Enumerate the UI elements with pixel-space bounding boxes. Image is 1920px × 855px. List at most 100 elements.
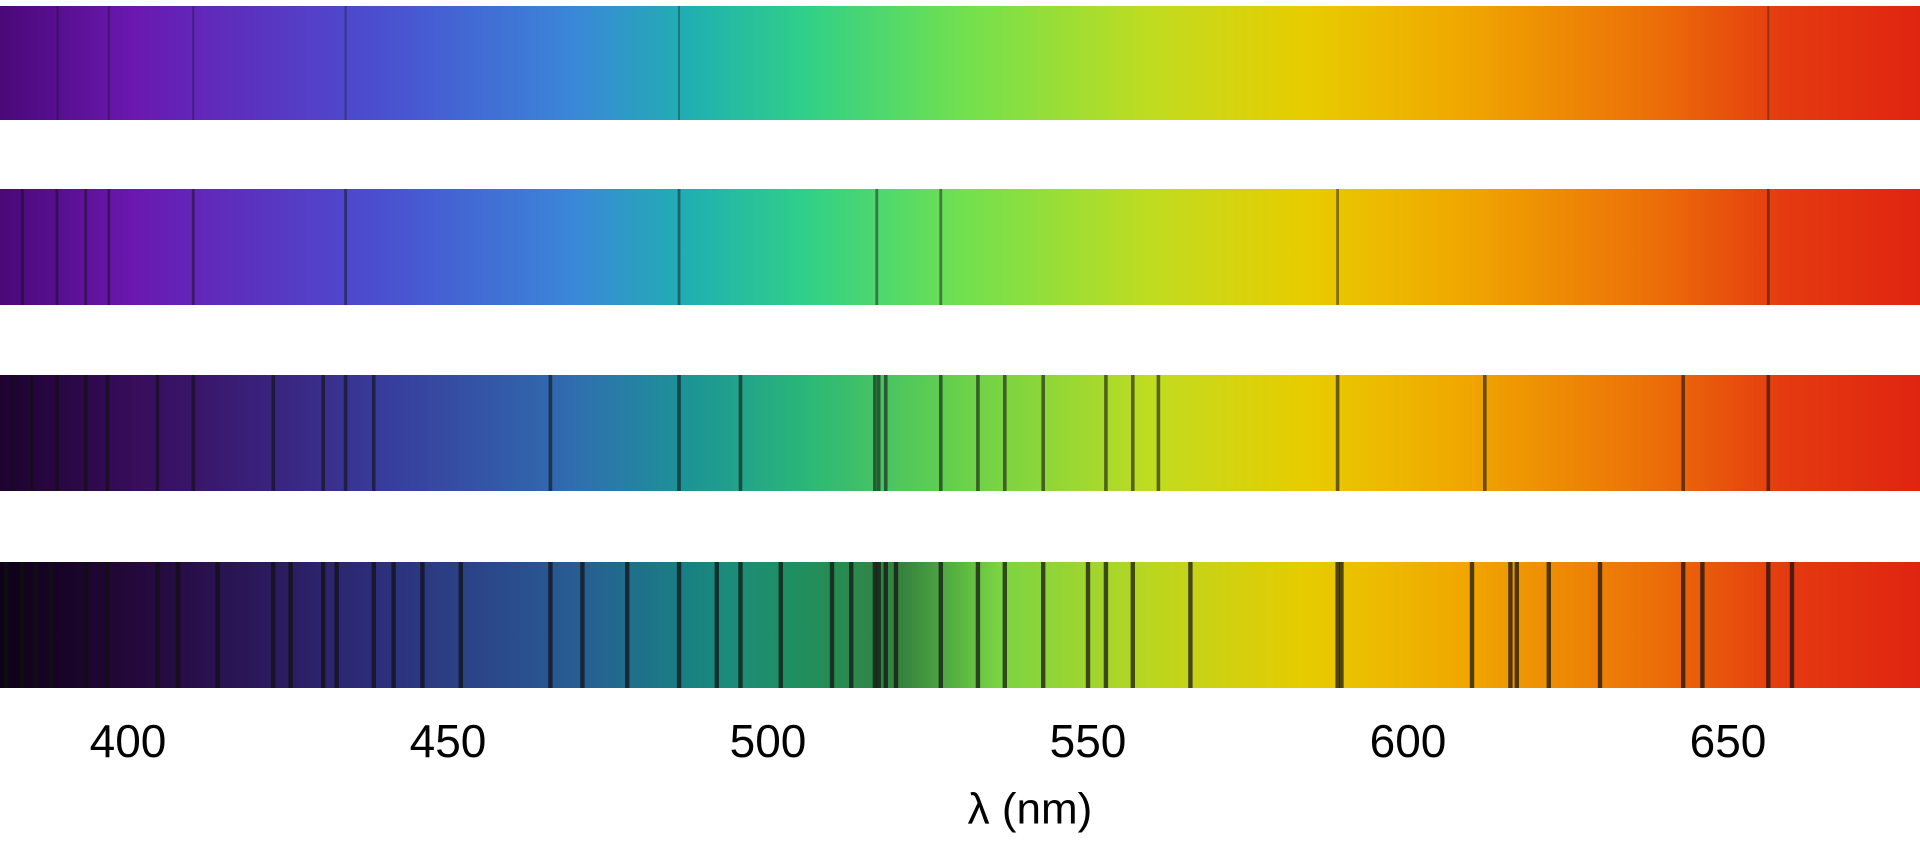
- absorption-line: [738, 375, 743, 491]
- absorption-line: [321, 562, 326, 688]
- absorption-line: [976, 375, 980, 491]
- x-tick-label: 500: [730, 715, 807, 767]
- absorption-line: [1131, 375, 1135, 491]
- absorption-line: [883, 562, 888, 688]
- absorption-line: [1002, 562, 1007, 688]
- absorption-line: [344, 6, 347, 120]
- absorption-line: [1766, 375, 1771, 491]
- absorption-line: [334, 562, 339, 688]
- absorption-line: [33, 562, 39, 688]
- spectrum-shade: [0, 562, 1920, 688]
- absorption-line: [49, 562, 54, 688]
- absorption-line: [191, 189, 195, 305]
- absorption-line: [155, 375, 160, 491]
- x-tick-label: 650: [1690, 715, 1767, 767]
- spectra: [0, 6, 1920, 688]
- absorption-line: [1156, 375, 1161, 491]
- absorption-line: [939, 189, 943, 305]
- absorption-line: [1789, 562, 1795, 688]
- absorption-line: [876, 562, 881, 688]
- absorption-line: [714, 562, 719, 688]
- absorption-line: [30, 375, 34, 491]
- absorption-line: [371, 562, 376, 688]
- absorption-line: [105, 562, 110, 688]
- absorption-line: [1103, 562, 1109, 688]
- absorption-line: [107, 189, 111, 305]
- absorption-line: [829, 562, 835, 688]
- absorption-line: [738, 562, 743, 688]
- absorption-line: [271, 562, 276, 688]
- absorption-line: [580, 562, 585, 688]
- x-tick-label: 400: [90, 715, 167, 767]
- absorption-line: [192, 6, 195, 120]
- spectrum-band: [0, 6, 1920, 120]
- absorption-line: [1681, 375, 1685, 491]
- absorption-line: [1766, 189, 1770, 305]
- absorption-line: [175, 562, 181, 688]
- absorption-line: [1514, 562, 1519, 688]
- spectrum-shade: [0, 375, 1920, 491]
- absorption-line: [4, 562, 9, 688]
- absorption-line: [391, 562, 396, 688]
- absorption-line: [55, 189, 59, 305]
- absorption-line: [20, 562, 25, 688]
- spectrum-strip: [0, 562, 1920, 688]
- absorption-line: [1469, 562, 1475, 688]
- absorption-line: [1041, 375, 1045, 491]
- absorption-line: [677, 189, 681, 305]
- absorption-line: [939, 375, 943, 491]
- absorption-line: [872, 562, 878, 688]
- absorption-line: [11, 375, 15, 491]
- x-tick-label: 450: [410, 715, 487, 767]
- absorption-line: [1700, 562, 1705, 688]
- spectrum-band: [0, 189, 1920, 305]
- absorption-line: [677, 375, 681, 491]
- x-tick-label: 550: [1050, 715, 1127, 767]
- absorption-line: [420, 562, 425, 688]
- absorption-line: [191, 375, 196, 491]
- absorption-line: [676, 562, 682, 688]
- absorption-line: [1483, 375, 1487, 491]
- absorption-line: [84, 189, 88, 305]
- absorption-line: [56, 6, 59, 120]
- absorption-line: [271, 375, 276, 491]
- absorption-line: [288, 562, 293, 688]
- absorption-line: [344, 189, 347, 305]
- absorption-line: [215, 562, 220, 688]
- absorption-line: [1335, 375, 1340, 491]
- absorption-line: [105, 375, 110, 491]
- spectrum-strip: [0, 189, 1920, 305]
- absorption-line: [873, 375, 877, 491]
- absorption-line: [1003, 375, 1007, 491]
- absorption-line: [1335, 562, 1340, 688]
- absorption-line: [1597, 562, 1603, 688]
- absorption-line: [21, 189, 24, 305]
- absorption-line: [343, 375, 348, 491]
- absorption-line: [893, 562, 899, 688]
- x-tick-label: 600: [1370, 715, 1447, 767]
- absorption-line: [975, 562, 981, 688]
- absorption-line: [875, 189, 879, 305]
- absorption-line: [1339, 562, 1344, 688]
- absorption-line: [1767, 6, 1770, 120]
- spectrum-strip: [0, 375, 1920, 491]
- absorption-line: [83, 562, 88, 688]
- absorption-line: [625, 562, 630, 688]
- absorption-line: [1508, 562, 1513, 688]
- absorption-line: [883, 375, 888, 491]
- absorption-line: [1085, 562, 1091, 688]
- absorption-line: [876, 375, 881, 491]
- absorption-line: [1130, 562, 1135, 688]
- absorption-line: [1188, 562, 1193, 688]
- absorption-line: [83, 375, 88, 491]
- absorption-line: [548, 375, 553, 491]
- absorption-line: [938, 562, 943, 688]
- absorption-line: [778, 562, 783, 688]
- absorption-line: [678, 6, 681, 120]
- absorption-line: [321, 375, 325, 491]
- absorption-line: [107, 6, 110, 120]
- absorption-line: [548, 562, 553, 688]
- absorption-line: [849, 562, 854, 688]
- absorption-line: [1104, 375, 1108, 491]
